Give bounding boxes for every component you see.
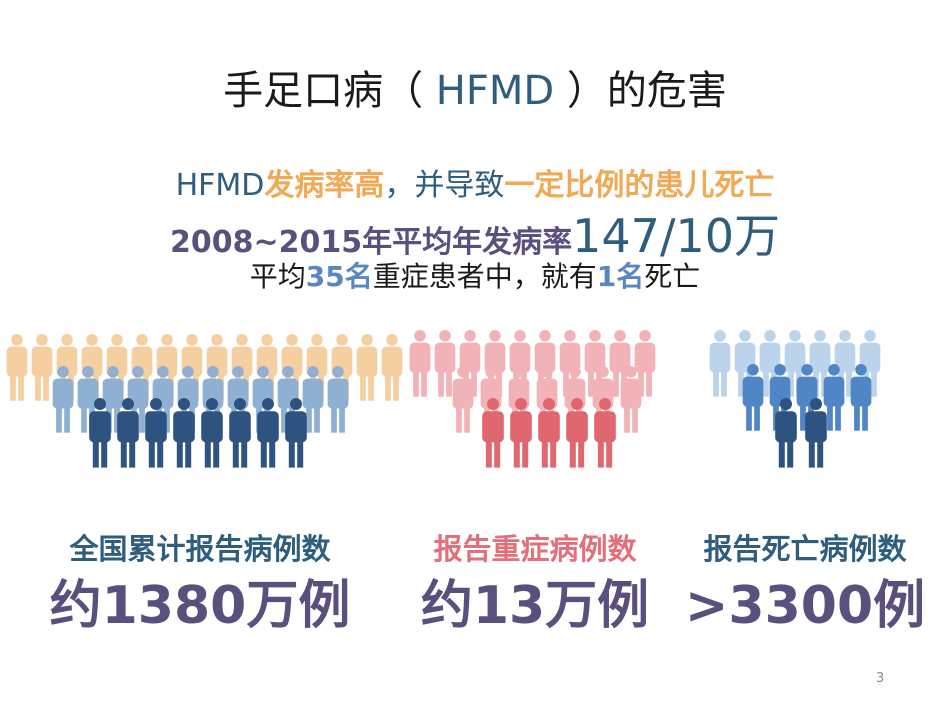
person-icon	[434, 330, 456, 397]
title-post: ）的危害	[554, 68, 727, 114]
person-icon	[482, 398, 504, 468]
line3-e: 死亡	[644, 260, 701, 293]
line3-severe-count: 35名	[305, 260, 373, 293]
title-pre: 手足口病（	[223, 68, 436, 114]
person-icon	[805, 398, 827, 468]
stat-label-severe-cases: 报告重症病例数	[433, 532, 637, 566]
person-icon	[742, 364, 764, 431]
person-icon	[173, 398, 195, 468]
person-icon	[538, 398, 560, 468]
line1-acronym: HFMD	[175, 168, 265, 203]
stat-label-total-cases: 全国累计报告病例数	[69, 532, 331, 566]
line1-death-proportion: 一定比例的患儿死亡	[504, 168, 775, 203]
people-illustration	[6, 330, 881, 468]
person-icon	[409, 330, 431, 397]
person-icon	[823, 364, 845, 431]
person-icon	[31, 334, 53, 401]
person-icon	[327, 366, 349, 433]
person-icon	[89, 398, 111, 468]
summary-line-3: 平均35名重症患者中，就有1名死亡	[0, 255, 950, 295]
line2-incidence-rate: 147/10万	[572, 209, 780, 263]
person-icon	[117, 398, 139, 468]
summary-line-2: 2008~2015年平均年发病率147/10万	[0, 200, 950, 266]
person-icon	[452, 366, 474, 433]
title-acronym: HFMD	[435, 68, 555, 114]
person-icon	[775, 398, 797, 468]
person-icon	[229, 398, 251, 468]
person-icon	[52, 366, 74, 433]
person-icon	[709, 330, 731, 397]
slide-title: 手足口病（ HFMD ）的危害	[0, 58, 950, 116]
summary-line-1: HFMD发病率高，并导致一定比例的患儿死亡	[0, 160, 950, 204]
person-icon	[566, 398, 588, 468]
person-icon	[594, 398, 616, 468]
person-icon	[356, 334, 378, 401]
person-icon	[201, 398, 223, 468]
person-icon	[850, 364, 872, 431]
page-number: 3	[876, 671, 885, 686]
person-icon	[381, 334, 403, 401]
person-icon	[145, 398, 167, 468]
line3-a: 平均	[249, 260, 306, 293]
stat-value-death-cases: >3300例	[684, 576, 926, 636]
person-icon	[285, 398, 307, 468]
stat-value-severe-cases: 约13万例	[420, 576, 650, 636]
line1-incidence-high: 发病率高	[264, 168, 385, 203]
person-icon	[302, 366, 324, 433]
person-icon	[6, 334, 28, 401]
stat-label-death-cases: 报告死亡病例数	[703, 532, 907, 566]
person-icon	[510, 398, 532, 468]
line1-connector: ，并导致	[384, 168, 505, 203]
stat-value-total-cases: 约1380万例	[49, 576, 351, 636]
person-icon	[620, 366, 642, 433]
line3-death-count: 1名	[596, 260, 645, 293]
line3-c: 重症患者中，就有	[372, 260, 597, 293]
line2-period-label: 2008~2015年平均年发病率	[170, 225, 573, 260]
person-icon	[257, 398, 279, 468]
